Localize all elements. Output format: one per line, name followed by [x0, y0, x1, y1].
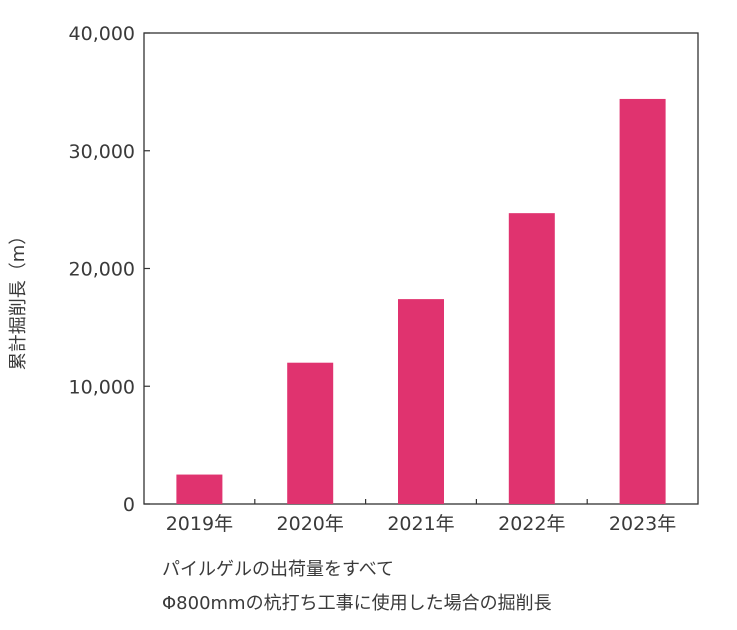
y-tick-label: 0 — [123, 494, 135, 516]
bar-3 — [508, 213, 555, 504]
bar-4 — [619, 98, 666, 504]
y-axis-label: 累計掘削長（m） — [8, 227, 29, 371]
x-category-label: 2023年 — [609, 513, 676, 535]
x-category-label: 2021年 — [387, 513, 454, 535]
y-tick-label: 40,000 — [69, 23, 135, 45]
y-tick-label: 30,000 — [69, 141, 135, 163]
caption-line-2: Φ800mmの杭打ち工事に使用した場合の掘削長 — [162, 593, 552, 614]
bar-0 — [176, 474, 223, 504]
y-tick-label: 20,000 — [69, 259, 135, 281]
caption-line-1: パイルゲルの出荷量をすべて — [162, 559, 395, 580]
x-category-label: 2022年 — [498, 513, 565, 535]
bar-2 — [398, 299, 444, 504]
y-tick-label: 10,000 — [69, 376, 135, 398]
x-category-label: 2020年 — [277, 513, 344, 535]
x-category-label: 2019年 — [166, 513, 233, 535]
bar-1 — [287, 362, 334, 504]
